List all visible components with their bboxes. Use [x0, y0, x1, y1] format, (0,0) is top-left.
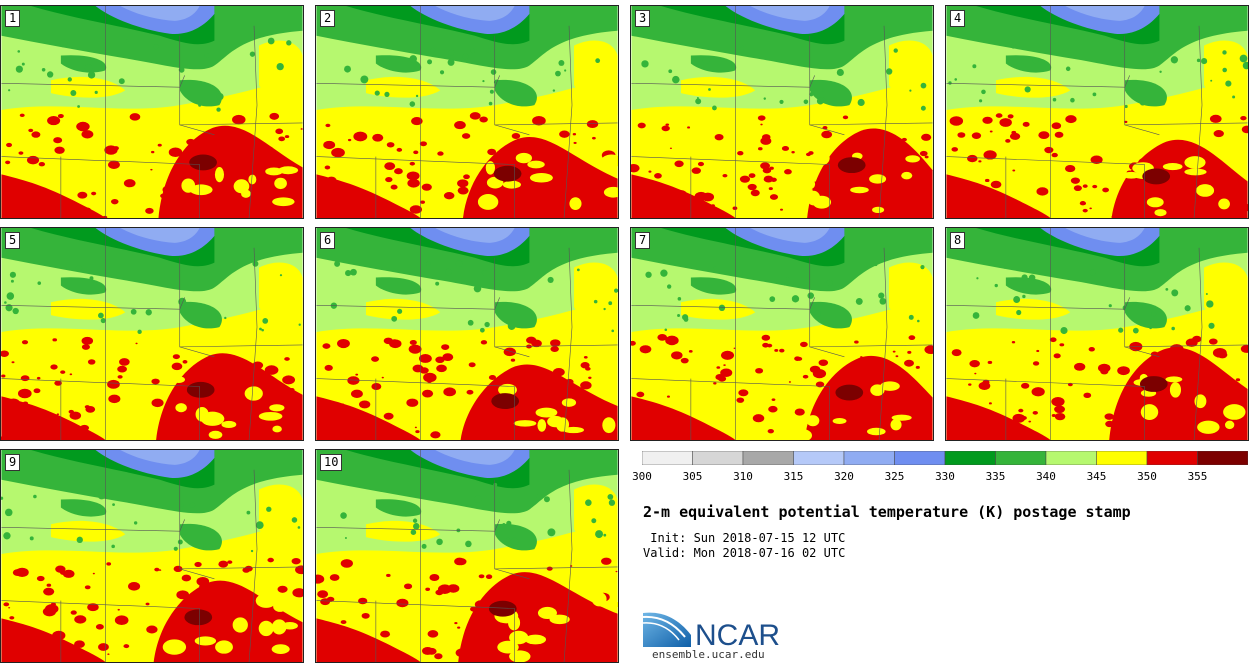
colorbar-tick-label: 345 — [1086, 470, 1107, 483]
member-number-label: 4 — [950, 10, 966, 27]
colorbar-swatch — [1045, 451, 1097, 465]
colorbar-tick-label: 355 — [1187, 470, 1208, 483]
colorbar-tick-label: 315 — [783, 470, 804, 483]
figure-title: 2-m equivalent potential temperature (K)… — [643, 503, 1131, 521]
ensemble-member-panel: 5 — [0, 227, 304, 441]
member-number-label: 3 — [635, 10, 651, 27]
member-number-label: 1 — [5, 10, 21, 27]
ensemble-member-panel: 1 — [0, 5, 304, 219]
ensemble-member-panel: 9 — [0, 449, 304, 663]
ensemble-member-panel: 4 — [945, 5, 1249, 219]
ncar-logo: NCAR — [643, 612, 780, 649]
colorbar-swatch — [642, 451, 693, 465]
colorbar-swatch — [1197, 451, 1248, 465]
colorbar-tick-label: 350 — [1137, 470, 1157, 483]
colorbar-ticks: 300 305 310 315 320 325 330 335 340 345 350 355 — [632, 470, 1248, 484]
colorbar-swatch — [1096, 451, 1148, 465]
ensemble-member-panel: 10 — [315, 449, 619, 663]
colorbar-tick-label: 330 — [935, 470, 955, 483]
ensemble-member-panel: 3 — [630, 5, 934, 219]
colorbar-tick-label: 325 — [884, 470, 905, 483]
colorbar-tick-label: 305 — [682, 470, 703, 483]
init-time: Init: Sun 2018-07-15 12 UTC — [643, 531, 846, 545]
colorbar-tick-label: 300 — [632, 470, 652, 483]
colorbar-swatch — [944, 451, 996, 465]
member-number-label: 6 — [320, 232, 336, 249]
colorbar-swatch — [894, 451, 946, 465]
member-number-label: 2 — [320, 10, 336, 27]
colorbar — [642, 451, 1248, 465]
member-number-label: 10 — [320, 454, 343, 471]
colorbar-tick-label: 310 — [733, 470, 753, 483]
member-number-label: 8 — [950, 232, 966, 249]
logo-text: NCAR — [695, 619, 780, 649]
member-number-label: 7 — [635, 232, 651, 249]
colorbar-swatch — [742, 451, 794, 465]
member-number-label: 9 — [5, 454, 21, 471]
colorbar-tick-label: 320 — [834, 470, 854, 483]
ensemble-member-panel: 8 — [945, 227, 1249, 441]
colorbar-swatch — [793, 451, 845, 465]
colorbar-tick-label: 340 — [1036, 470, 1056, 483]
logo-url: ensemble.ucar.edu — [652, 648, 765, 661]
ensemble-member-panel: 2 — [315, 5, 619, 219]
valid-time: Valid: Mon 2018-07-16 02 UTC — [643, 546, 846, 560]
colorbar-tick-label: 335 — [985, 470, 1006, 483]
ensemble-member-panel: 6 — [315, 227, 619, 441]
colorbar-swatch — [843, 451, 895, 465]
colorbar-swatch — [1146, 451, 1198, 465]
ensemble-member-panel: 7 — [630, 227, 934, 441]
colorbar-swatch — [692, 451, 744, 465]
member-number-label: 5 — [5, 232, 21, 249]
colorbar-swatch — [995, 451, 1047, 465]
